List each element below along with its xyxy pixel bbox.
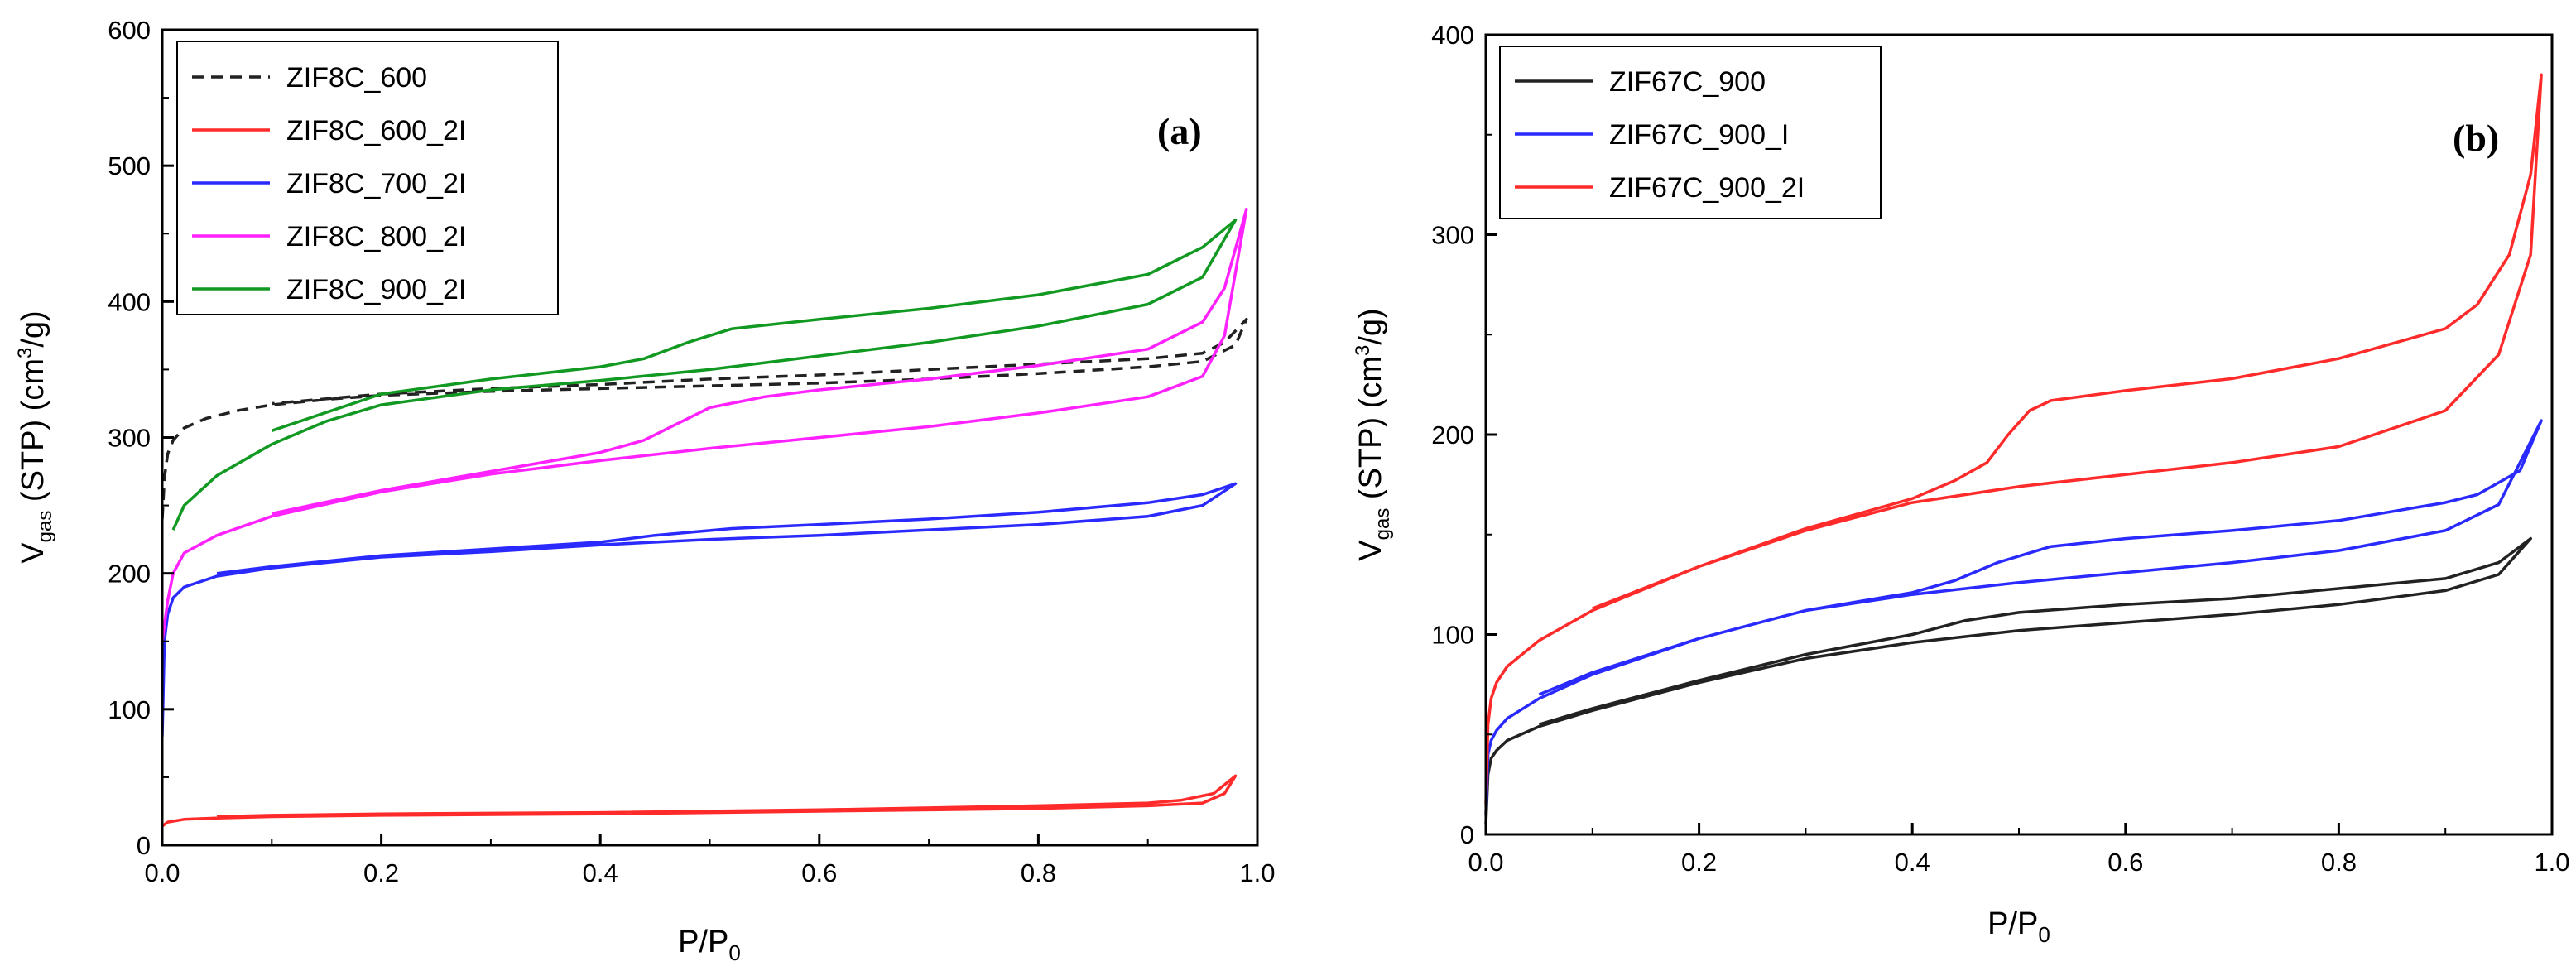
panel-b-x-tick-label: 0.4 bbox=[1895, 848, 1930, 877]
panel-a-y-tick-label: 200 bbox=[108, 560, 151, 589]
panel-a-label: (a) bbox=[1157, 110, 1202, 152]
panel-b-series-zif67c-900-2i bbox=[1484, 73, 2543, 805]
panel-b-series-zif67c-900-i bbox=[1484, 419, 2543, 815]
panel-b-legend-label-zif67c-900: ZIF67C_900 bbox=[1609, 66, 1766, 98]
panel-b-ticks: 0.0 0.2 0.4 0.6 0.8 1.0 0 100 200 300 400 bbox=[1431, 21, 2569, 877]
panel-a-legend-label-zif8c-700-2i: ZIF8C_700_2I bbox=[286, 168, 466, 199]
panel-b-x-tick-label: 0.6 bbox=[2107, 848, 2143, 877]
panel-a-y-tick-label: 500 bbox=[108, 151, 151, 180]
panel-b-ylabel: Vgas (STP) (cm3/g) bbox=[1352, 308, 1394, 560]
panel-a-series-zif8c-700-2i bbox=[161, 482, 1238, 737]
panel-a-x-tick-label: 0.2 bbox=[363, 858, 399, 887]
panel-a-legend: ZIF8C_600 ZIF8C_600_2I ZIF8C_700_2I ZIF8C_8… bbox=[176, 41, 559, 315]
panel-b-legend-label-zif67c-900-i: ZIF67C_900_I bbox=[1609, 119, 1789, 151]
panel-b-x-tick-label: 0.0 bbox=[1468, 848, 1503, 877]
panel-a-series-zif8c-600-2i bbox=[161, 774, 1238, 828]
panel-a-y-tick-label: 0 bbox=[137, 831, 151, 860]
panel-b-xlabel: P/P0 bbox=[1987, 906, 2050, 947]
panel-a-xlabel: P/P0 bbox=[678, 925, 741, 965]
panel-b-y-tick-label: 300 bbox=[1431, 221, 1474, 250]
panel-b-legend: ZIF67C_900 ZIF67C_900_I ZIF67C_900_2I bbox=[1499, 46, 1882, 219]
panel-a-legend-label-zif8c-800-2i: ZIF8C_800_2I bbox=[286, 221, 466, 252]
panel-a-x-tick-label: 0.6 bbox=[801, 858, 837, 887]
panel-a-series-zif8c-800-2i bbox=[161, 207, 1248, 642]
panel-a-y-tick-label: 400 bbox=[108, 287, 151, 316]
panel-b-x-tick-label: 0.8 bbox=[2321, 848, 2357, 877]
panel-a-series-layer bbox=[161, 207, 1248, 828]
panel-b-x-tick-label: 1.0 bbox=[2534, 848, 2569, 877]
panel-a-legend-label-zif8c-600: ZIF8C_600 bbox=[286, 62, 427, 94]
panel-b-y-tick-label: 200 bbox=[1431, 421, 1474, 449]
panel-a-legend-box bbox=[176, 41, 559, 315]
panel-b-legend-label-zif67c-900-2i: ZIF67C_900_2I bbox=[1609, 172, 1805, 204]
panel-a-x-tick-label: 0.0 bbox=[144, 858, 180, 887]
panel-a-series-zif8c-900-2i bbox=[171, 219, 1238, 531]
panel-a-x-tick-label: 1.0 bbox=[1239, 858, 1275, 887]
panel-a-ylabel: Vgas (STP) (cm3/g) bbox=[14, 310, 56, 563]
panel-b-chart: 0.0 0.2 0.4 0.6 0.8 1.0 0 100 200 300 400 P/P0 Vga… bbox=[1352, 21, 2570, 947]
panel-a-chart: 0.0 0.2 0.4 0.6 0.8 1.0 0 100 200 300 400 500 600 P/… bbox=[14, 16, 1276, 965]
panel-b-series-layer bbox=[1484, 73, 2543, 824]
panel-b-y-tick-label: 100 bbox=[1431, 621, 1474, 650]
panel-b-label: (b) bbox=[2453, 117, 2499, 159]
panel-b-x-tick-label: 0.2 bbox=[1681, 848, 1717, 877]
panel-a-y-tick-label: 600 bbox=[108, 16, 151, 45]
panel-a-ticks: 0.0 0.2 0.4 0.6 0.8 1.0 0 100 200 300 400 500 600 bbox=[108, 16, 1275, 887]
panel-b-series-zif67c-900 bbox=[1484, 536, 2532, 824]
panel-b-y-tick-label: 0 bbox=[1460, 820, 1474, 849]
panel-a-x-tick-label: 0.4 bbox=[583, 858, 618, 887]
panel-b-y-tick-label: 400 bbox=[1431, 21, 1474, 50]
panel-a-legend-label-zif8c-600-2i: ZIF8C_600_2I bbox=[286, 115, 466, 147]
panel-a-x-tick-label: 0.8 bbox=[1021, 858, 1056, 887]
panel-a-series-zif8c-600 bbox=[161, 317, 1248, 520]
panel-a-y-tick-label: 100 bbox=[108, 695, 151, 724]
panel-a-y-tick-label: 300 bbox=[108, 424, 151, 453]
panel-a-legend-label-zif8c-900-2i: ZIF8C_900_2I bbox=[286, 274, 466, 305]
panel-b-legend-box bbox=[1499, 46, 1882, 219]
